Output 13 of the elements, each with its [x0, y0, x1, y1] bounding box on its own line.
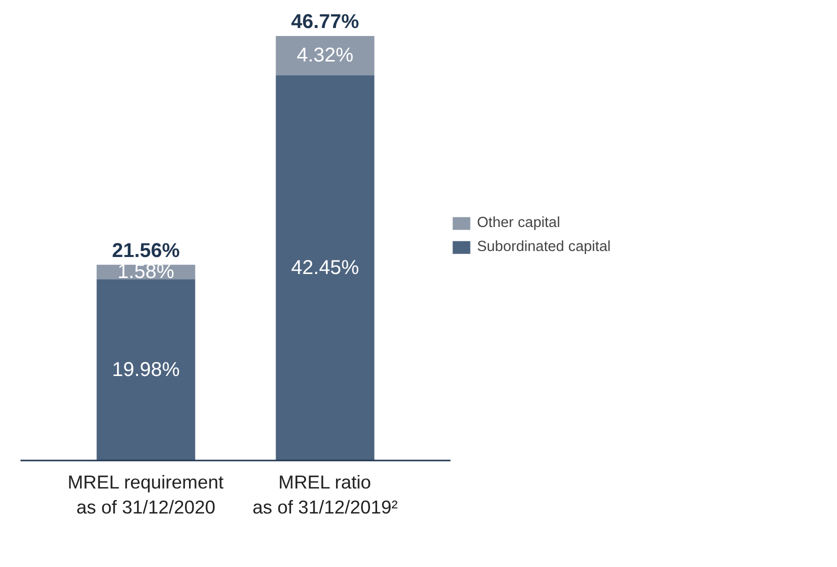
data-label: 42.45% [291, 256, 360, 279]
x-tick-label: MREL requirement as of 31/12/2020 [68, 472, 224, 518]
bar [276, 75, 374, 460]
total-label: 21.56% [112, 240, 180, 262]
data-label: 4.32% [296, 44, 354, 67]
data-label: 1.58% [118, 260, 174, 283]
x-tick-label: MREL ratio as of 31/12/2019² [252, 472, 398, 518]
legend-label: Other capital [477, 215, 560, 231]
bar [276, 36, 374, 76]
legend-label: Subordinated capital [477, 239, 611, 255]
bar [96, 279, 196, 460]
data-label: 19.98% [112, 358, 180, 381]
total-label: 46.77% [291, 10, 360, 33]
